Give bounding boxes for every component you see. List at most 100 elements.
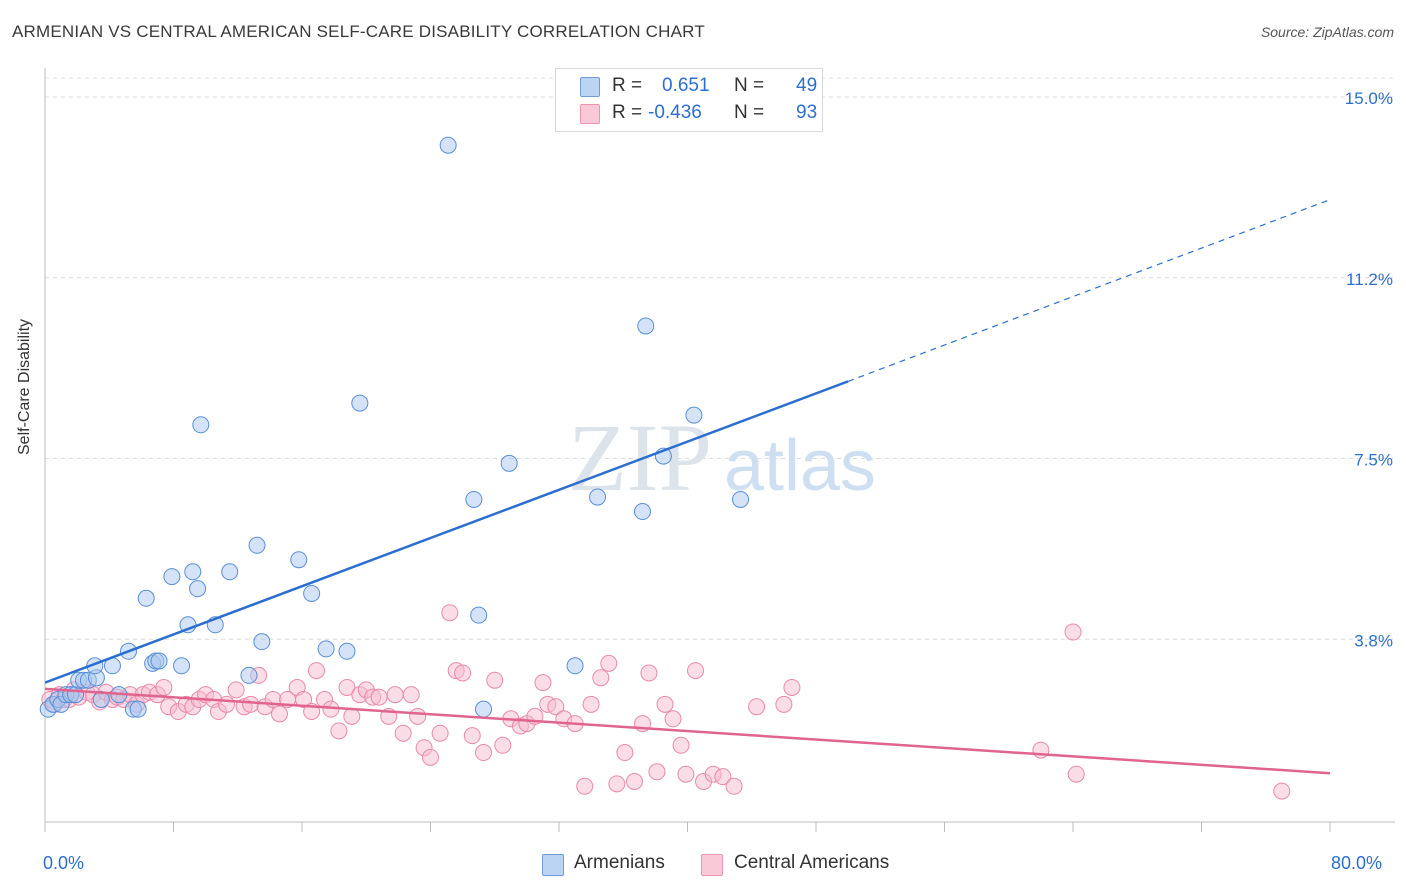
armenians-point [150,652,168,670]
central-americans-point [394,724,412,742]
central-americans-point [783,678,801,696]
armenians-point [303,584,321,602]
central-americans-point [600,654,618,672]
central-americans-point [386,686,404,704]
central-legend-swatch [701,854,723,876]
legend-r-label: R = [612,75,643,96]
y-tick-label: 3.8% [1354,631,1393,650]
central-americans-point [1064,623,1082,641]
legend-n-label: N = [734,102,765,123]
armenians-point [189,580,207,598]
armenians-point [163,568,181,586]
grid-lines [45,77,1395,640]
armenians-point [500,454,518,472]
x-tick-min: 0.0% [43,853,85,873]
central-americans-point [343,707,361,725]
x-tick-max: 80.0% [1331,853,1383,873]
central-n-value: 93 [796,102,818,123]
central-americans-point [1273,782,1291,800]
armenians-points [39,136,750,718]
armenians-point [248,536,266,554]
armenians-trend-extension [847,199,1331,382]
central-americans-point [463,727,481,745]
armenians-point [475,700,493,718]
armenians-r-value: 0.651 [662,75,710,96]
central-americans-point [242,695,260,713]
central-americans-point [330,722,348,740]
central-americans-point [656,695,674,713]
central-americans-point [725,777,743,795]
armenians-point [685,406,703,424]
central-swatch [580,104,600,124]
central-americans-point [295,691,313,708]
central-americans-point [271,705,289,723]
central-americans-point [576,777,594,795]
armenians-point [637,317,655,335]
central-americans-point [687,662,705,680]
armenians-n-value: 49 [796,75,818,96]
central-americans-point [534,674,552,692]
central-americans-trend-line [44,687,1331,775]
armenians-point [221,563,239,581]
central-americans-point [648,763,666,781]
y-tick-label: 7.5% [1354,451,1393,470]
chart-title: ARMENIAN VS CENTRAL AMERICAN SELF-CARE D… [12,22,705,41]
armenians-point [634,503,652,521]
central-americans-points [41,604,1291,800]
central-americans-point [338,678,356,696]
central-americans-point [409,707,427,725]
central-americans-point [547,698,565,716]
source-label: Source: ZipAtlas.com [1260,24,1394,40]
armenians-point [137,589,155,607]
armenians-point [184,563,202,581]
central-americans-point [307,662,325,680]
armenians-point [253,633,271,651]
watermark: ZIP atlas [568,404,876,511]
central-americans-point [748,698,766,716]
central-americans-point [592,669,610,687]
central-americans-point [640,664,658,682]
central-r-value: -0.436 [648,102,702,123]
central-americans-point [441,604,459,622]
y-tick-label: 15.0% [1345,89,1393,108]
armenians-point [67,686,85,704]
armenians-point [192,416,210,434]
armenians-point [173,657,191,675]
correlation-legend: R = 0.651 N = 49 R = -0.436 N = 93 [555,68,823,132]
tick-labels: 3.8% 7.5% 11.2% 15.0% [1345,89,1393,650]
armenians-point [589,488,607,506]
central-legend-label: Central Americans [734,852,890,873]
axes [44,68,1395,832]
armenians-point [566,657,584,675]
armenians-legend-label: Armenians [574,852,665,873]
y-axis-label: Self-Care Disability [16,318,33,455]
central-americans-point [402,686,420,704]
central-americans-point [677,765,695,783]
central-americans-point [422,748,439,766]
armenians-point [240,666,258,684]
central-americans-point [155,678,173,696]
armenians-point [470,606,488,624]
armenians-point [338,642,356,660]
central-americans-point [625,772,643,790]
legend-r-label: R = [612,102,643,123]
armenians-legend-swatch [542,854,564,876]
central-americans-point [431,724,449,742]
central-americans-point [1067,765,1085,783]
armenians-point [465,490,483,508]
armenians-swatch [580,77,600,97]
armenians-point [317,640,335,658]
central-americans-point [486,671,504,689]
armenians-point [129,700,147,718]
armenians-point [439,136,457,154]
central-americans-point [616,744,634,762]
armenians-point [290,551,308,569]
central-americans-point [775,695,793,713]
armenians-trend-line [44,380,849,684]
central-americans-point [672,736,690,754]
central-americans-point [582,695,600,713]
trend-lines [44,199,1331,775]
central-americans-point [454,664,472,682]
central-americans-point [664,710,682,728]
